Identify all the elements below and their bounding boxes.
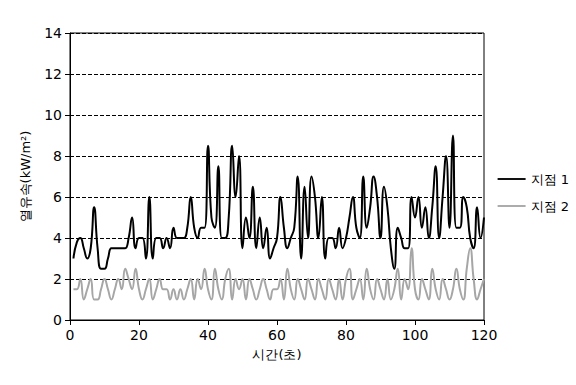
svg-text:6: 6 [53,189,62,205]
svg-text:40: 40 [199,327,217,343]
svg-text:120: 120 [471,327,498,343]
svg-text:100: 100 [402,327,429,343]
svg-text:지점 1: 지점 1 [531,172,569,187]
svg-text:60: 60 [268,327,286,343]
svg-text:12: 12 [44,66,62,82]
svg-text:0: 0 [53,312,62,328]
svg-text:4: 4 [53,230,62,246]
svg-text:열유속(kW/m²): 열유속(kW/m²) [18,131,33,223]
svg-text:0: 0 [66,327,75,343]
svg-text:2: 2 [53,271,62,287]
svg-text:80: 80 [337,327,355,343]
svg-text:지점 2: 지점 2 [531,199,569,214]
svg-text:시간(초): 시간(초) [252,347,301,362]
svg-text:8: 8 [53,148,62,164]
svg-text:10: 10 [44,107,62,123]
svg-text:14: 14 [44,25,62,41]
svg-text:20: 20 [130,327,148,343]
